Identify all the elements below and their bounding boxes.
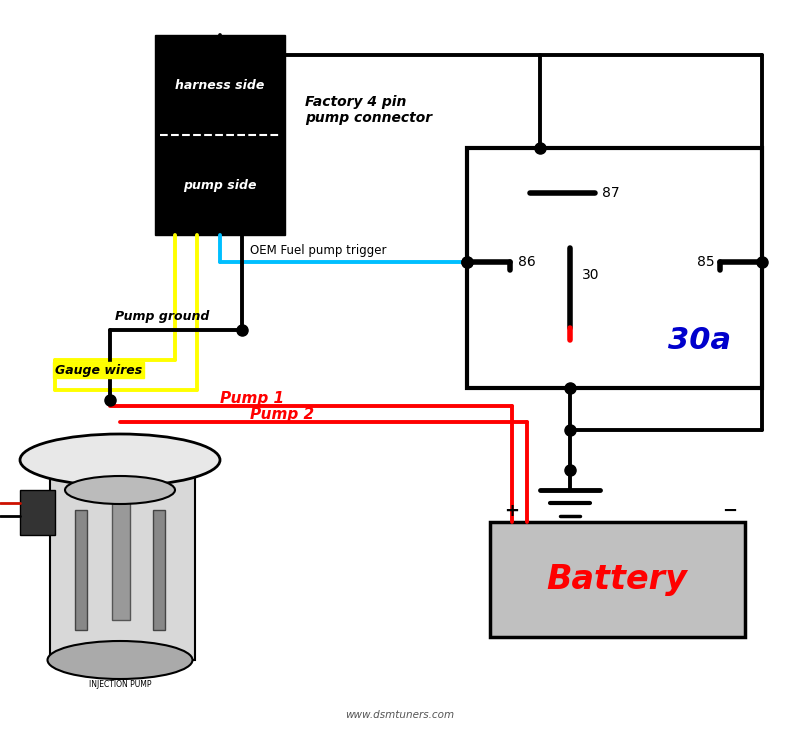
- Text: 85: 85: [698, 255, 715, 269]
- Text: OEM Fuel pump trigger: OEM Fuel pump trigger: [250, 243, 386, 257]
- Bar: [50, 460, 195, 660]
- Text: INJECTION PUMP: INJECTION PUMP: [89, 680, 151, 689]
- Text: Pump 1: Pump 1: [220, 391, 284, 405]
- Text: Pump ground: Pump ground: [115, 310, 210, 322]
- Text: 30a: 30a: [669, 326, 731, 354]
- Bar: [155, 35, 285, 235]
- Ellipse shape: [20, 434, 220, 486]
- Text: www.dsmtuners.com: www.dsmtuners.com: [346, 710, 454, 720]
- Text: harness side: harness side: [175, 79, 265, 92]
- Bar: [153, 510, 165, 630]
- Text: +: +: [505, 502, 519, 520]
- Bar: [112, 490, 130, 620]
- Bar: [20, 490, 55, 535]
- Ellipse shape: [65, 476, 175, 504]
- Ellipse shape: [47, 641, 193, 679]
- Text: Battery: Battery: [546, 563, 687, 596]
- Text: pump side: pump side: [183, 179, 257, 192]
- Text: 30: 30: [582, 268, 599, 282]
- Text: 86: 86: [518, 255, 536, 269]
- Text: Pump 2: Pump 2: [250, 407, 314, 421]
- Bar: [490, 522, 745, 637]
- Text: Gauge wires: Gauge wires: [55, 364, 142, 376]
- Bar: [75, 510, 87, 630]
- Text: −: −: [722, 502, 738, 520]
- Text: 87: 87: [602, 186, 620, 200]
- Text: Factory 4 pin
pump connector: Factory 4 pin pump connector: [305, 95, 432, 125]
- Bar: [467, 148, 762, 388]
